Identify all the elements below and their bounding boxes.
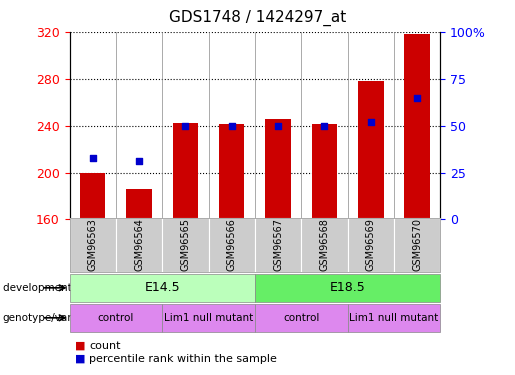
Text: GSM96567: GSM96567 [273, 218, 283, 271]
Point [367, 119, 375, 125]
Bar [219, 124, 245, 219]
Text: GSM96566: GSM96566 [227, 218, 237, 271]
Point [320, 123, 329, 129]
Text: ■: ■ [75, 340, 89, 351]
Point [135, 158, 143, 164]
Text: GSM96569: GSM96569 [366, 218, 376, 271]
Point [228, 123, 236, 129]
Text: percentile rank within the sample: percentile rank within the sample [89, 354, 277, 364]
Point [89, 154, 97, 160]
Text: GDS1748 / 1424297_at: GDS1748 / 1424297_at [169, 9, 346, 26]
Point [274, 123, 282, 129]
Point [181, 123, 190, 129]
Text: E18.5: E18.5 [330, 281, 366, 294]
Bar [265, 118, 291, 219]
Text: count: count [89, 340, 121, 351]
Text: ■: ■ [75, 354, 89, 364]
Text: E14.5: E14.5 [144, 281, 180, 294]
Text: Lim1 null mutant: Lim1 null mutant [164, 313, 253, 323]
Bar [404, 34, 430, 219]
Text: development stage: development stage [3, 283, 104, 293]
Bar [312, 124, 337, 219]
Bar [173, 123, 198, 219]
Point [413, 94, 421, 100]
Text: GSM96568: GSM96568 [319, 218, 330, 271]
Text: genotype/variation: genotype/variation [3, 313, 101, 323]
Bar [80, 172, 106, 219]
Text: GSM96563: GSM96563 [88, 218, 98, 271]
Bar [126, 189, 152, 219]
Text: GSM96565: GSM96565 [180, 218, 191, 271]
Text: GSM96564: GSM96564 [134, 218, 144, 271]
Bar [358, 81, 384, 219]
Text: control: control [98, 313, 134, 323]
Text: control: control [283, 313, 319, 323]
Text: Lim1 null mutant: Lim1 null mutant [349, 313, 439, 323]
Text: GSM96570: GSM96570 [412, 218, 422, 271]
